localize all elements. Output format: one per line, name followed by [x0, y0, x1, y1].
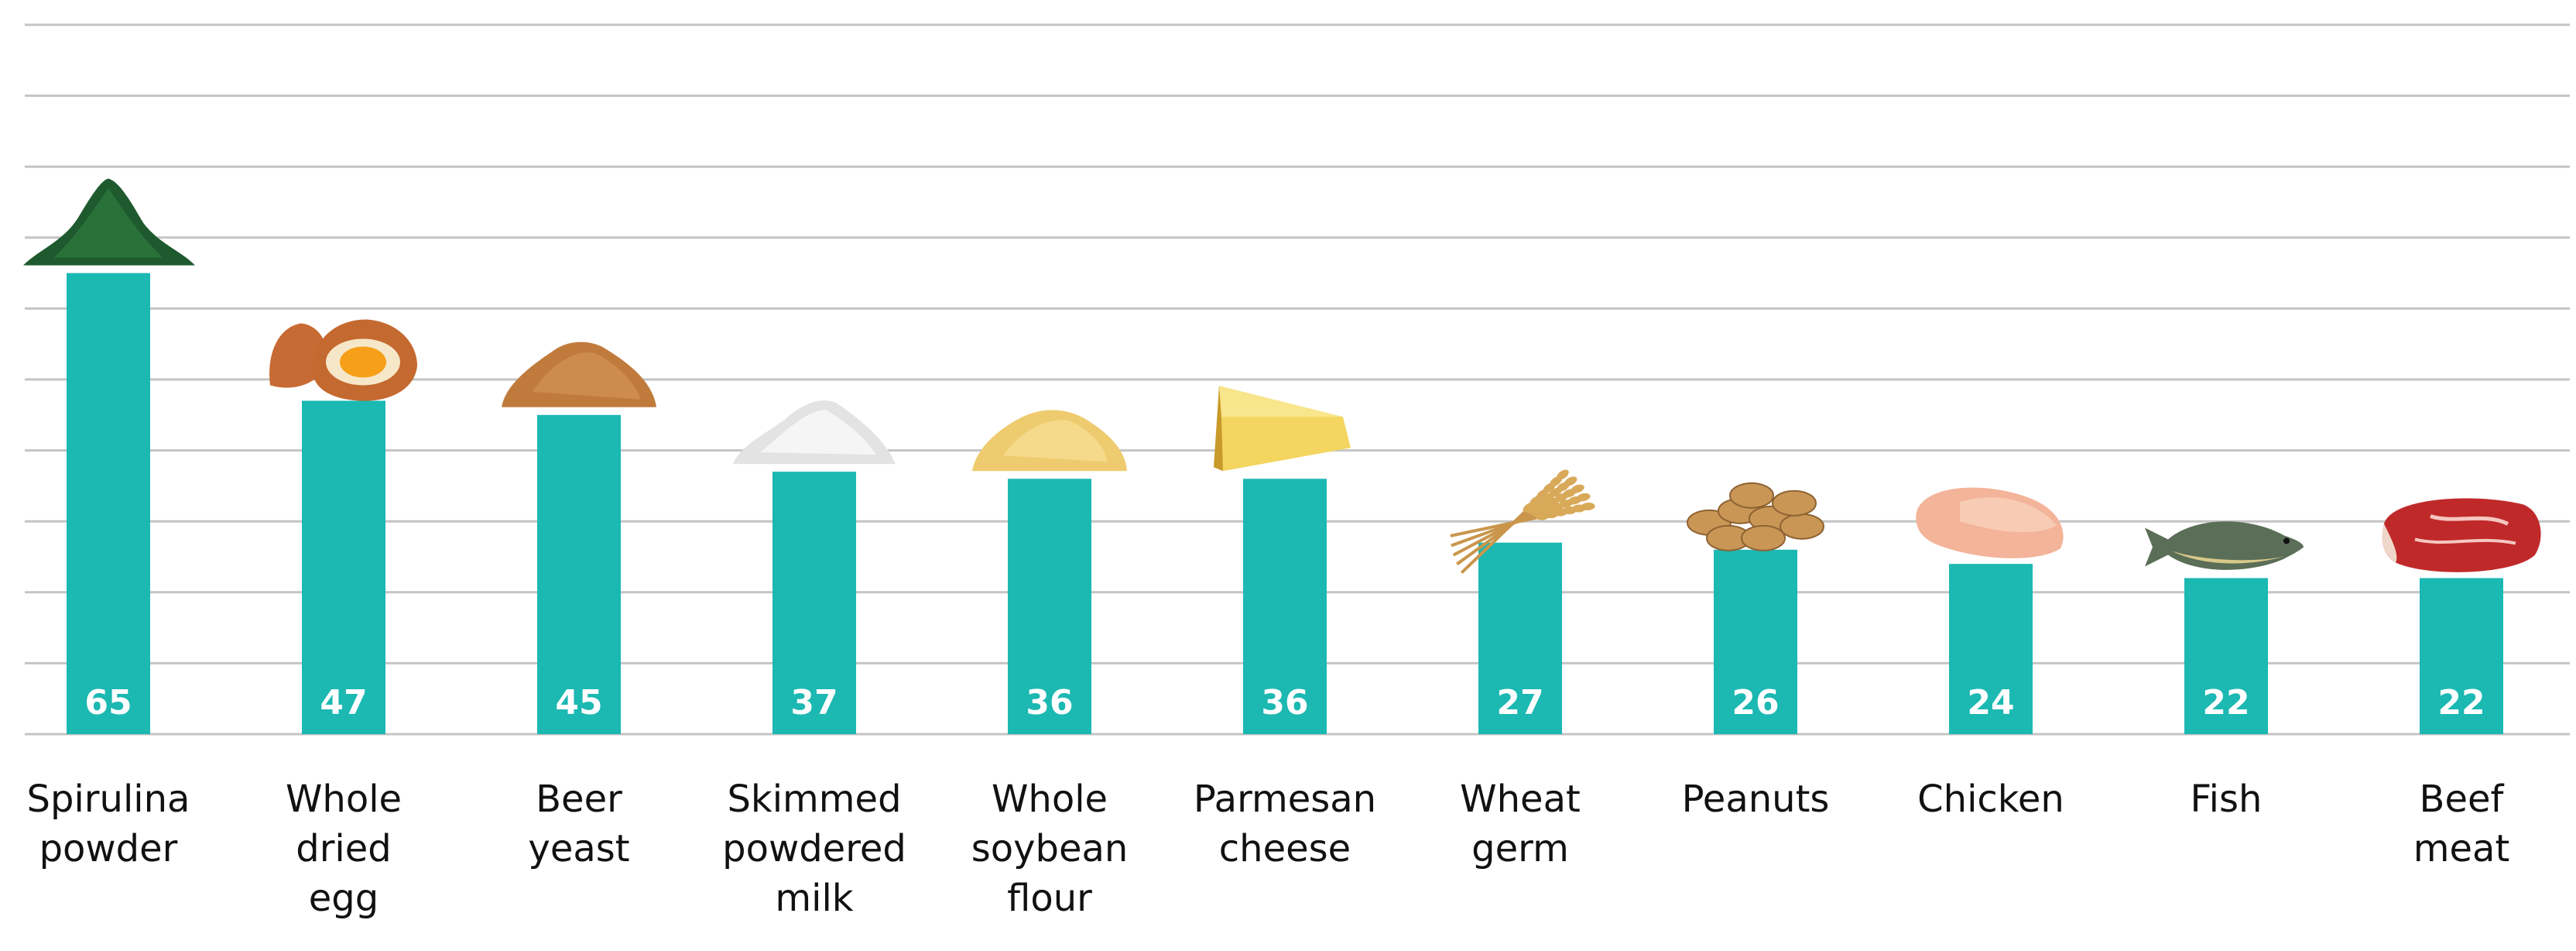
- wheat-ears-icon: [1450, 469, 1595, 574]
- category-label: Whole dried egg: [286, 778, 402, 920]
- category-label: Beer yeast: [528, 778, 629, 870]
- bar: [1478, 542, 1562, 734]
- chicken-breast-icon: [1916, 487, 2064, 558]
- bars: [67, 273, 2503, 735]
- bar: [1243, 479, 1327, 734]
- soybean-flour-pile-icon: [972, 410, 1127, 472]
- value-label: 24: [1967, 683, 2014, 723]
- fish-icon: [2145, 521, 2304, 570]
- value-label: 36: [1261, 683, 1308, 723]
- value-label: 65: [84, 683, 132, 723]
- white-powder-pile-icon: [733, 400, 896, 465]
- bar: [1949, 564, 2033, 734]
- value-label: 36: [1026, 683, 1073, 723]
- value-label: 26: [1732, 683, 1779, 723]
- bar: [302, 400, 385, 734]
- bar: [2184, 578, 2268, 734]
- food-icons: [23, 178, 2541, 574]
- bar: [2420, 578, 2503, 734]
- value-label: 27: [1496, 683, 1543, 723]
- value-label: 22: [2437, 683, 2485, 723]
- value-label: 47: [320, 683, 367, 723]
- spirulina-powder-pile-icon: [23, 178, 195, 266]
- category-label: Peanuts: [1682, 778, 1830, 821]
- category-label: Beef meat: [2413, 778, 2510, 870]
- bar: [67, 273, 150, 735]
- cracked-egg-icon: [269, 319, 417, 401]
- bar: [772, 472, 856, 734]
- category-label: Wheat germ: [1460, 778, 1581, 870]
- category-label: Spirulina powder: [27, 778, 190, 870]
- category-label: Skimmed powdered milk: [722, 778, 906, 920]
- category-label: Fish: [2191, 778, 2263, 821]
- category-label: Chicken: [1917, 778, 2064, 821]
- peanuts-icon: [1687, 482, 1824, 551]
- category-label: Parmesan cheese: [1194, 778, 1376, 870]
- beef-steak-icon: [2382, 498, 2541, 572]
- category-label: Whole soybean flour: [971, 778, 1129, 920]
- value-label: 22: [2202, 683, 2249, 723]
- value-labels: 65 47 45 37 36 36 27 26 24 22 22: [84, 683, 2485, 723]
- value-label: 37: [790, 683, 838, 723]
- category-labels: Spirulina powder Whole dried egg Beer yeast Ski…: [27, 778, 2510, 920]
- bar: [537, 414, 621, 734]
- parmesan-wedge-icon: [1214, 386, 1351, 472]
- beer-yeast-powder-pile-icon: [502, 342, 656, 407]
- bar: [1008, 479, 1091, 734]
- value-label: 45: [555, 683, 602, 723]
- bar: [1714, 549, 1797, 734]
